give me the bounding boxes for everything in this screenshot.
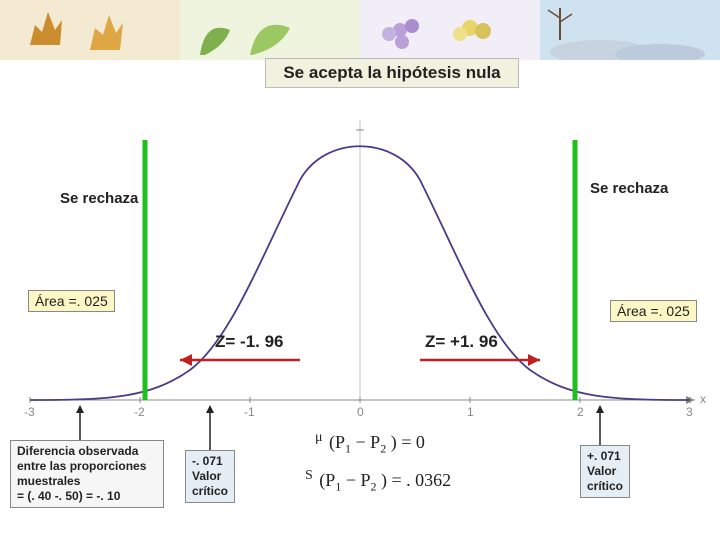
connector-arrows (0, 0, 720, 540)
